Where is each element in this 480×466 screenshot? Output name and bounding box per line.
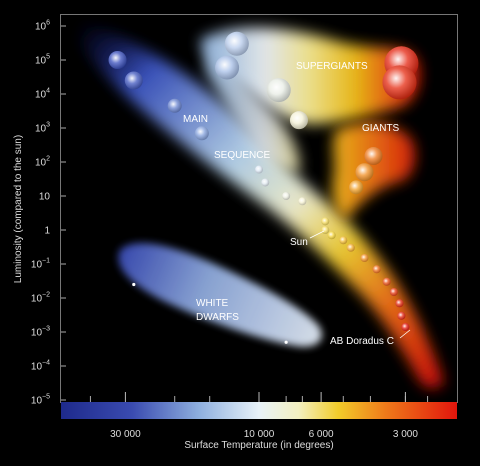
y-tick-label: 102 bbox=[35, 156, 50, 169]
x-axis: 30 000 10 000 6 000 3 000 bbox=[89, 392, 429, 440]
supergiant-star bbox=[215, 55, 240, 80]
star-highlight bbox=[382, 277, 391, 286]
main-star bbox=[397, 311, 406, 320]
star-highlight bbox=[327, 231, 336, 240]
supergiants-label: SUPERGIANTS bbox=[296, 61, 368, 72]
main-star bbox=[255, 165, 263, 174]
x-tick-label: 6 000 bbox=[309, 429, 334, 440]
star-highlight bbox=[167, 98, 182, 113]
star-body bbox=[132, 282, 136, 287]
main-star bbox=[327, 231, 336, 240]
giant-star bbox=[364, 147, 383, 166]
temperature-color-bar bbox=[61, 402, 457, 419]
main-star bbox=[372, 265, 381, 274]
y-axis-title: Luminosity (compared to the sun) bbox=[13, 135, 24, 283]
main-star bbox=[401, 323, 410, 332]
star-highlight bbox=[382, 65, 417, 100]
white-dwarf-band bbox=[118, 243, 322, 347]
ab-doradus-label: AB Doradus C bbox=[330, 336, 394, 347]
star-highlight bbox=[124, 71, 143, 90]
star-markers bbox=[108, 31, 419, 344]
main-label-line2: SEQUENCE bbox=[214, 150, 270, 161]
x-axis-title: Surface Temperature (in degrees) bbox=[184, 440, 333, 451]
giant-star bbox=[349, 180, 364, 195]
star-body bbox=[284, 340, 288, 344]
main-star bbox=[321, 217, 330, 226]
x-tick-label: 30 000 bbox=[110, 429, 141, 440]
star-highlight bbox=[289, 111, 308, 130]
x-tick-label: 10 000 bbox=[244, 429, 275, 440]
main-star bbox=[124, 71, 143, 90]
star-highlight bbox=[194, 126, 209, 141]
sun-label: Sun bbox=[290, 237, 308, 248]
y-tick-label: 103 bbox=[35, 122, 50, 135]
main-star bbox=[346, 243, 355, 252]
white-dwarfs-label-line1: WHITE bbox=[196, 298, 229, 309]
main-star bbox=[282, 192, 291, 200]
ab-doradus-pointer bbox=[399, 329, 411, 339]
star-highlight bbox=[395, 299, 404, 308]
supergiant-star bbox=[289, 111, 308, 130]
supergiant-star bbox=[382, 65, 417, 100]
star-highlight bbox=[224, 31, 249, 56]
y-tick-label: 10−1 bbox=[31, 258, 50, 271]
star-highlight bbox=[397, 311, 406, 320]
y-tick-label: 10−4 bbox=[31, 360, 50, 373]
giant-band bbox=[332, 122, 416, 220]
supergiant-band bbox=[200, 27, 420, 125]
main-star bbox=[360, 254, 369, 263]
main-star bbox=[167, 98, 182, 113]
y-tick-label: 106 bbox=[35, 20, 50, 33]
star-highlight bbox=[108, 51, 127, 69]
main-label-line1: MAIN bbox=[183, 114, 208, 125]
star-highlight bbox=[298, 197, 307, 206]
y-tick-label: 1 bbox=[44, 226, 50, 237]
giant-star bbox=[355, 163, 374, 182]
main-star bbox=[339, 236, 348, 245]
main-star bbox=[395, 299, 404, 308]
giants-label: GIANTS bbox=[362, 123, 400, 134]
star-highlight bbox=[321, 226, 330, 234]
star-highlight bbox=[401, 323, 410, 332]
star-highlight bbox=[364, 147, 383, 166]
star-highlight bbox=[372, 265, 381, 274]
star-highlight bbox=[266, 78, 291, 103]
main-sequence-band bbox=[80, 22, 444, 389]
y-tick-label: 105 bbox=[35, 54, 50, 67]
main-star bbox=[194, 126, 209, 141]
supergiant-star bbox=[224, 31, 249, 56]
x-tick-label: 3 000 bbox=[393, 429, 418, 440]
star-highlight bbox=[215, 55, 240, 80]
star-highlight bbox=[261, 178, 270, 187]
star-highlight bbox=[282, 192, 291, 200]
y-tick-label: 10 bbox=[39, 192, 51, 203]
y-tick-label: 10−3 bbox=[31, 326, 50, 339]
star-highlight bbox=[389, 288, 398, 297]
sun-pointer bbox=[309, 230, 325, 239]
star-highlight bbox=[321, 217, 330, 226]
star-highlight bbox=[360, 254, 369, 263]
star-highlight bbox=[255, 165, 263, 174]
white-dwarfs-label-line2: DWARFS bbox=[196, 312, 239, 323]
star-highlight bbox=[355, 163, 374, 182]
white-dwarf-star bbox=[132, 282, 136, 287]
main-star bbox=[382, 277, 391, 286]
white-dwarf-star bbox=[284, 340, 288, 344]
main-star bbox=[321, 226, 330, 234]
star-highlight bbox=[339, 236, 348, 245]
star-highlight bbox=[349, 180, 364, 195]
main-star bbox=[389, 288, 398, 297]
star-highlight bbox=[346, 243, 355, 252]
supergiant-star bbox=[266, 78, 291, 103]
main-star bbox=[298, 197, 307, 206]
y-tick-label: 10−5 bbox=[31, 394, 50, 407]
y-tick-label: 104 bbox=[35, 88, 50, 101]
y-tick-label: 10−2 bbox=[31, 292, 50, 305]
main-star bbox=[261, 178, 270, 187]
main-star bbox=[108, 51, 127, 69]
